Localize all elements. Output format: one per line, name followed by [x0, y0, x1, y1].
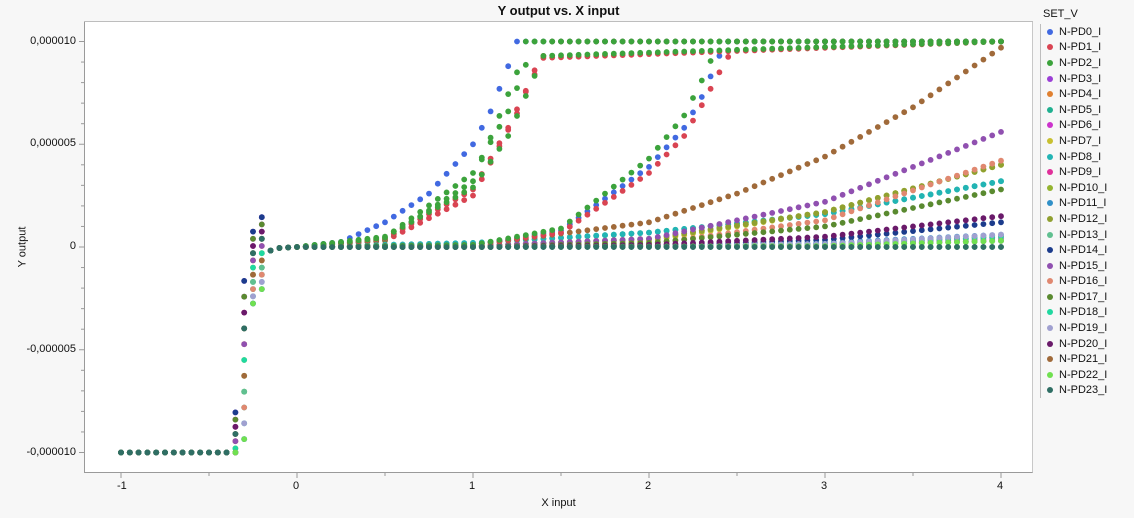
y-tick-label: 0,000010 — [30, 34, 76, 47]
legend-item[interactable]: N-PD8_I — [1047, 149, 1134, 165]
x-tick-label: 3 — [821, 480, 828, 492]
legend-label: N-PD14_I — [1059, 244, 1108, 257]
x-axis-label: X input — [541, 497, 576, 509]
legend-marker-icon — [1047, 356, 1053, 363]
legend-label: N-PD11_I — [1059, 197, 1107, 210]
legend-label: N-PD4_I — [1059, 88, 1102, 101]
legend-label: N-PD8_I — [1059, 150, 1102, 163]
legend-item[interactable]: N-PD23_I — [1047, 383, 1134, 399]
legend-marker-icon — [1047, 309, 1053, 316]
legend-label: N-PD10_I — [1059, 181, 1108, 194]
legend-label: N-PD19_I — [1059, 322, 1108, 335]
legend-marker-icon — [1047, 122, 1053, 129]
legend-item[interactable]: N-PD15_I — [1047, 258, 1134, 274]
legend-item[interactable]: N-PD16_I — [1047, 274, 1134, 290]
legend-label: N-PD1_I — [1059, 41, 1102, 54]
x-tick-label: 2 — [645, 480, 652, 492]
legend-marker-icon — [1047, 278, 1053, 285]
legend-item[interactable]: N-PD13_I — [1047, 227, 1134, 243]
legend-label: N-PD18_I — [1059, 306, 1108, 319]
legend-item[interactable]: N-PD3_I — [1047, 71, 1134, 87]
y-axis-label: Y output — [16, 226, 29, 268]
legend-marker-icon — [1047, 137, 1053, 144]
legend-marker-icon — [1047, 184, 1053, 191]
legend-items: N-PD0_I N-PD1_I N-PD2_I N-PD3_I N-PD4_I N-PD5… — [1040, 24, 1134, 399]
legend-label: N-PD2_I — [1059, 56, 1102, 69]
legend-marker-icon — [1047, 44, 1053, 51]
legend-label: N-PD0_I — [1059, 25, 1102, 38]
legend-marker-icon — [1047, 325, 1053, 332]
x-tick-label: -1 — [117, 480, 127, 492]
x-tick-label: 0 — [293, 480, 300, 492]
legend-marker-icon — [1047, 169, 1053, 176]
legend-marker-icon — [1047, 215, 1053, 222]
legend-item[interactable]: N-PD7_I — [1047, 133, 1134, 149]
legend-marker-icon — [1047, 231, 1053, 238]
legend-label: N-PD9_I — [1059, 166, 1102, 179]
legend-label: N-PD12_I — [1059, 212, 1108, 225]
legend-item[interactable]: N-PD21_I — [1047, 351, 1134, 367]
legend-marker-icon — [1047, 200, 1053, 207]
legend: SET_V N-PD0_I N-PD1_I N-PD2_I N-PD3_I N-PD4_… — [1040, 8, 1134, 399]
legend-label: N-PD13_I — [1059, 228, 1108, 241]
legend-marker-icon — [1047, 247, 1053, 254]
legend-item[interactable]: N-PD2_I — [1047, 55, 1134, 71]
legend-marker-icon — [1047, 75, 1053, 82]
legend-label: N-PD5_I — [1059, 103, 1102, 116]
legend-item[interactable]: N-PD22_I — [1047, 367, 1134, 383]
legend-marker-icon — [1047, 387, 1053, 394]
legend-label: N-PD6_I — [1059, 119, 1102, 132]
y-tick-label: 0,000005 — [30, 137, 76, 150]
legend-marker-icon — [1047, 371, 1053, 378]
legend-item[interactable]: N-PD14_I — [1047, 242, 1134, 258]
legend-item[interactable]: N-PD11_I — [1047, 196, 1134, 212]
legend-item[interactable]: N-PD1_I — [1047, 40, 1134, 56]
legend-marker-icon — [1047, 340, 1053, 347]
legend-item[interactable]: N-PD5_I — [1047, 102, 1134, 118]
chart-title: Y output vs. X input — [497, 3, 620, 18]
legend-item[interactable]: N-PD4_I — [1047, 86, 1134, 102]
legend-item[interactable]: N-PD18_I — [1047, 305, 1134, 321]
legend-item[interactable]: N-PD10_I — [1047, 180, 1134, 196]
legend-item[interactable]: N-PD19_I — [1047, 320, 1134, 336]
legend-marker-icon — [1047, 262, 1053, 269]
legend-label: N-PD21_I — [1059, 353, 1108, 366]
legend-item[interactable]: N-PD6_I — [1047, 118, 1134, 134]
legend-item[interactable]: N-PD20_I — [1047, 336, 1134, 352]
legend-marker-icon — [1047, 106, 1053, 113]
legend-label: N-PD23_I — [1059, 384, 1108, 397]
y-tick-label: -0,000005 — [26, 342, 76, 355]
legend-title: SET_V — [1043, 8, 1078, 20]
legend-label: N-PD3_I — [1059, 72, 1102, 85]
legend-marker-icon — [1047, 293, 1053, 300]
legend-label: N-PD7_I — [1059, 134, 1102, 147]
title-divider — [84, 21, 1033, 22]
legend-label: N-PD16_I — [1059, 275, 1108, 288]
legend-marker-icon — [1047, 28, 1053, 35]
legend-item[interactable]: N-PD12_I — [1047, 211, 1134, 227]
x-tick-label: 4 — [997, 480, 1004, 492]
legend-marker-icon — [1047, 59, 1053, 66]
legend-marker-icon — [1047, 91, 1053, 98]
legend-label: N-PD20_I — [1059, 337, 1108, 350]
legend-label: N-PD22_I — [1059, 368, 1108, 381]
x-tick-label: 1 — [469, 480, 476, 492]
legend-item[interactable]: N-PD0_I — [1047, 24, 1134, 40]
legend-item[interactable]: N-PD17_I — [1047, 289, 1134, 305]
legend-marker-icon — [1047, 153, 1053, 160]
y-tick-label: 0 — [69, 240, 76, 252]
legend-label: N-PD17_I — [1059, 290, 1108, 303]
legend-item[interactable]: N-PD9_I — [1047, 164, 1134, 180]
legend-label: N-PD15_I — [1059, 259, 1108, 272]
y-tick-label: -0,000010 — [26, 445, 76, 458]
